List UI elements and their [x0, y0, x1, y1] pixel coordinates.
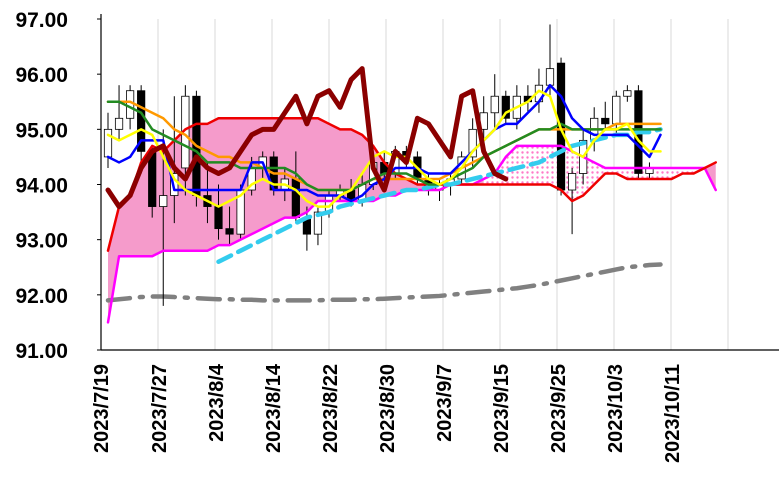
candle-body-19: [313, 211, 323, 235]
x-tick-label-5: 2023/8/30: [377, 364, 399, 453]
x-tick-label-8: 2023/9/25: [548, 364, 570, 453]
candle-body-36: [501, 95, 510, 119]
candle-body-11: [225, 228, 234, 235]
x-tick-label-6: 2023/9/7: [434, 364, 456, 442]
candle-body-10: [214, 206, 223, 230]
candle-body-2: [126, 90, 135, 119]
y-tick-label-5: 96.00: [15, 64, 68, 87]
x-axis-tick-labels: 2023/7/19 2023/7/27 2023/8/4 2023/8/14 2023/…: [91, 363, 684, 463]
x-tick-label-4: 2023/8/22: [320, 364, 342, 453]
x-tick-label-3: 2023/8/14: [263, 363, 285, 453]
axes: [100, 14, 779, 351]
leading-span-a-line: [106, 117, 717, 252]
lagging-span-line: [105, 66, 509, 210]
x-tick-label-9: 2023/10/3: [605, 364, 627, 453]
candle-body-35: [490, 95, 499, 114]
candle-body-3: [137, 90, 146, 152]
y-tick-label-6: 97.00: [15, 9, 68, 32]
candle-body-40: [545, 68, 555, 86]
candle-body-0: [103, 128, 113, 158]
short-ma-line: [106, 89, 662, 208]
candle-body-46: [612, 95, 621, 125]
cloud-segment-1: [483, 145, 705, 202]
long-ma-dashdot-line: [105, 262, 663, 303]
candle-body-1: [114, 117, 124, 130]
candle-body-17: [291, 178, 300, 219]
y-tick-label-3: 94.00: [15, 175, 68, 198]
base-line: [106, 100, 662, 192]
y-tick-label-1: 92.00: [15, 285, 68, 308]
candle-body-47: [623, 90, 632, 97]
x-tick-label-2: 2023/8/4: [206, 363, 228, 442]
candle-body-33: [468, 128, 477, 158]
x-tick-label-10: 2023/10/11: [662, 364, 684, 463]
y-axis-tick-labels: 91.00 92.00 93.00 94.00 95.00 96.00 97.00: [15, 9, 101, 363]
candle-body-45: [601, 117, 610, 125]
y-tick-label-2: 93.00: [15, 230, 68, 253]
x-tick-label-7: 2023/9/15: [491, 364, 513, 453]
y-tick-label-4: 95.00: [15, 119, 68, 142]
candle-body-5: [159, 195, 168, 207]
moving-average-lines: [105, 262, 663, 303]
y-tick-label-0: 91.00: [15, 340, 68, 363]
indicator-lines: [105, 66, 717, 324]
candle-body-42: [568, 173, 577, 191]
x-tick-label-1: 2023/7/27: [149, 364, 171, 453]
x-tick-label-0: 2023/7/19: [91, 364, 113, 453]
conversion-line: [106, 83, 662, 203]
